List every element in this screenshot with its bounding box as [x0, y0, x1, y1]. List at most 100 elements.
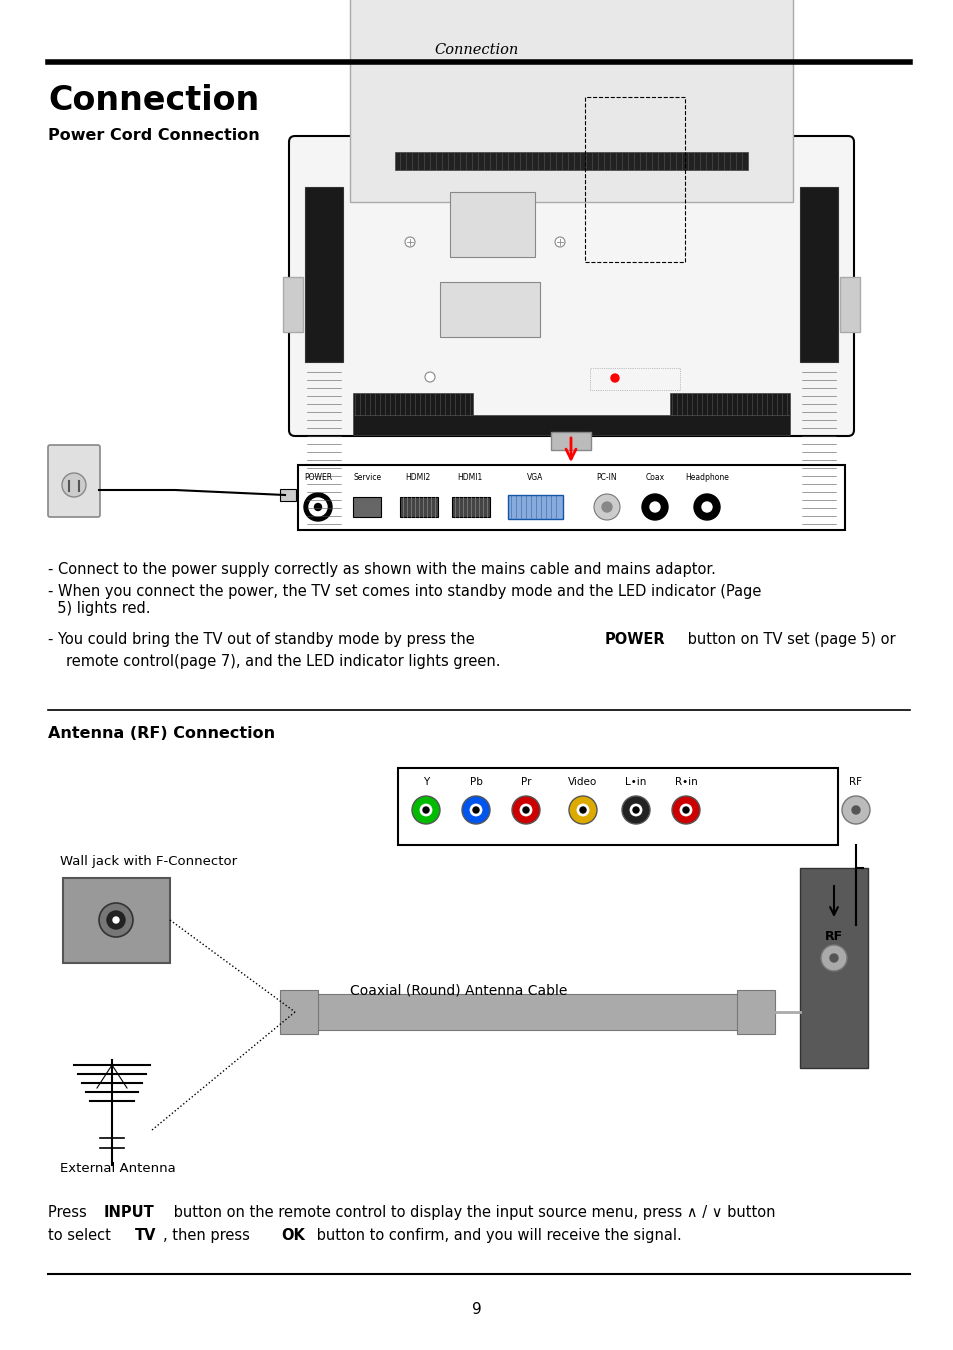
Circle shape — [829, 954, 837, 963]
Circle shape — [693, 494, 720, 520]
Text: button on the remote control to display the input source menu, press ∧ / ∨ butto: button on the remote control to display … — [170, 1206, 775, 1220]
Text: POWER: POWER — [304, 472, 332, 482]
Circle shape — [62, 472, 86, 497]
Text: button on TV set (page 5) or: button on TV set (page 5) or — [682, 632, 895, 647]
Bar — [737, 990, 774, 1034]
Bar — [800, 188, 837, 362]
Text: RF: RF — [824, 930, 842, 942]
Text: R•in: R•in — [674, 778, 697, 787]
Circle shape — [601, 502, 612, 512]
Text: Connection: Connection — [48, 84, 259, 116]
Text: remote control(page 7), and the LED indicator lights green.: remote control(page 7), and the LED indi… — [66, 653, 500, 670]
Text: - Connect to the power supply correctly as shown with the mains cable and mains : - Connect to the power supply correctly … — [48, 562, 715, 576]
Circle shape — [633, 807, 639, 813]
Bar — [314, 994, 740, 1030]
Circle shape — [512, 796, 539, 824]
Circle shape — [610, 374, 618, 382]
Text: Connection: Connection — [435, 43, 518, 57]
Text: PC-IN: PC-IN — [596, 472, 617, 482]
Circle shape — [304, 493, 332, 521]
Text: Headphone: Headphone — [684, 472, 728, 482]
Circle shape — [469, 803, 482, 817]
Circle shape — [412, 796, 439, 824]
Circle shape — [518, 803, 533, 817]
Bar — [840, 277, 859, 332]
Bar — [800, 868, 867, 1068]
Circle shape — [568, 796, 597, 824]
FancyBboxPatch shape — [48, 446, 100, 517]
Circle shape — [418, 803, 433, 817]
Bar — [450, 192, 535, 256]
Bar — [395, 153, 747, 170]
Text: Antenna (RF) Connection: Antenna (RF) Connection — [48, 726, 274, 741]
Circle shape — [405, 238, 415, 247]
Text: External Antenna: External Antenna — [60, 1161, 175, 1174]
Circle shape — [841, 796, 869, 824]
Circle shape — [309, 498, 327, 516]
Text: to select: to select — [48, 1228, 115, 1243]
Bar — [669, 393, 789, 414]
Bar — [283, 277, 303, 332]
Bar — [551, 432, 590, 450]
Text: HDMI2: HDMI2 — [405, 472, 430, 482]
Text: VGA: VGA — [526, 472, 542, 482]
Text: button to confirm, and you will receive the signal.: button to confirm, and you will receive … — [312, 1228, 680, 1243]
Circle shape — [422, 807, 429, 813]
Text: Service: Service — [354, 472, 381, 482]
Bar — [280, 489, 295, 501]
Circle shape — [314, 504, 321, 510]
Bar — [584, 97, 684, 262]
Circle shape — [679, 803, 692, 817]
Circle shape — [621, 796, 649, 824]
Circle shape — [851, 806, 859, 814]
Circle shape — [649, 502, 659, 512]
Bar — [399, 497, 437, 517]
Circle shape — [522, 807, 529, 813]
Text: INPUT: INPUT — [104, 1206, 154, 1220]
Circle shape — [107, 911, 125, 929]
Text: 9: 9 — [472, 1303, 481, 1318]
Bar — [397, 768, 837, 845]
Text: Pr: Pr — [520, 778, 531, 787]
Text: - You could bring the TV out of standby mode by press the: - You could bring the TV out of standby … — [48, 632, 478, 647]
Bar — [353, 414, 789, 435]
Circle shape — [579, 807, 585, 813]
Text: HDMI1: HDMI1 — [456, 472, 482, 482]
Bar — [507, 495, 562, 518]
Circle shape — [641, 494, 667, 520]
Bar — [589, 369, 679, 390]
Text: Coaxial (Round) Antenna Cable: Coaxial (Round) Antenna Cable — [350, 983, 567, 998]
Text: Wall jack with F-Connector: Wall jack with F-Connector — [60, 856, 237, 868]
Text: , then press: , then press — [163, 1228, 254, 1243]
Bar — [353, 497, 380, 517]
Text: Video: Video — [568, 778, 597, 787]
Text: Power Cord Connection: Power Cord Connection — [48, 127, 259, 143]
Text: TV: TV — [135, 1228, 156, 1243]
Circle shape — [576, 803, 589, 817]
Bar — [353, 393, 473, 414]
Circle shape — [594, 494, 619, 520]
Bar — [63, 878, 170, 963]
Circle shape — [682, 807, 688, 813]
Circle shape — [701, 502, 711, 512]
Bar — [350, 0, 792, 202]
Text: OK: OK — [280, 1228, 304, 1243]
Bar — [439, 282, 539, 338]
Text: POWER: POWER — [604, 632, 664, 647]
Text: Coax: Coax — [645, 472, 664, 482]
Text: Y: Y — [422, 778, 429, 787]
Circle shape — [99, 903, 132, 937]
Circle shape — [473, 807, 478, 813]
Circle shape — [628, 803, 642, 817]
Circle shape — [555, 238, 564, 247]
Bar — [280, 990, 317, 1034]
Bar — [452, 497, 490, 517]
Text: Pb: Pb — [469, 778, 482, 787]
Circle shape — [821, 945, 846, 971]
Text: Press: Press — [48, 1206, 91, 1220]
Text: - When you connect the power, the TV set comes into standby mode and the LED ind: - When you connect the power, the TV set… — [48, 585, 760, 617]
Circle shape — [424, 373, 435, 382]
Bar — [297, 464, 844, 531]
Bar — [305, 188, 343, 362]
Circle shape — [112, 917, 119, 923]
